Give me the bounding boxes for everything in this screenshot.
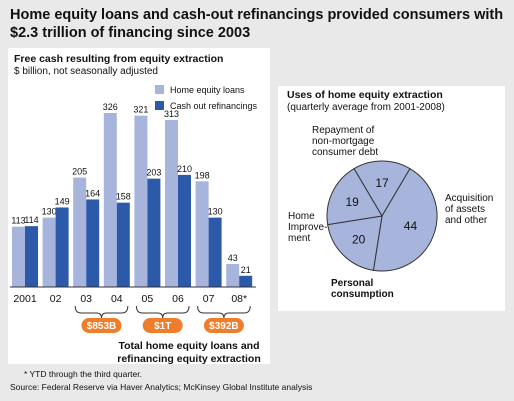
bar-value-label: 43 bbox=[228, 253, 238, 263]
bar-value-label: 113 bbox=[11, 216, 25, 226]
source-note: Source: Federal Reserve via Haver Analyt… bbox=[10, 382, 313, 392]
pie-category-label: Improve- bbox=[288, 222, 327, 233]
bar-home-equity-2 bbox=[73, 177, 87, 287]
bar-cash-out-3 bbox=[116, 202, 130, 287]
x-tick-label: 03 bbox=[80, 293, 92, 305]
total-badge-label: $1T bbox=[154, 321, 171, 332]
pie-chart-title: Uses of home equity extraction bbox=[287, 89, 443, 101]
bar-value-label: 313 bbox=[164, 109, 179, 119]
bar-value-label: 158 bbox=[116, 192, 131, 202]
bar-home-equity-4 bbox=[134, 115, 148, 288]
pie-category-label: consumption bbox=[331, 289, 394, 300]
bar-chart-subtitle: Free cash resulting from equity extracti… bbox=[14, 53, 224, 65]
pie-chart-subtitle: (quarterly average from 2001-2008) bbox=[287, 102, 445, 113]
x-tick-label: 07 bbox=[203, 293, 215, 305]
bar-value-label: 205 bbox=[72, 167, 87, 177]
legend-swatch bbox=[155, 85, 164, 94]
pie-value-label: 19 bbox=[345, 195, 359, 209]
bar-value-label: 130 bbox=[42, 207, 57, 217]
x-tick-label: 05 bbox=[142, 293, 154, 305]
legend-label: Home equity loans bbox=[170, 85, 245, 95]
bar-cash-out-6 bbox=[208, 217, 222, 287]
bar-value-label: 198 bbox=[195, 170, 210, 180]
pie-value-label: 20 bbox=[352, 232, 366, 246]
total-badge bbox=[203, 318, 244, 333]
total-bracket bbox=[74, 305, 129, 319]
bar-value-label: 164 bbox=[85, 188, 100, 198]
x-tick-label: 2001 bbox=[13, 293, 37, 305]
bar-home-equity-6 bbox=[195, 181, 209, 287]
totals-caption: Total home equity loans and bbox=[119, 340, 260, 352]
bar-value-label: 21 bbox=[241, 265, 251, 275]
total-badge-label: $392B bbox=[209, 321, 238, 332]
bar-cash-out-4 bbox=[147, 178, 161, 287]
pie-slice bbox=[353, 160, 411, 217]
total-badge bbox=[81, 318, 122, 333]
bar-cash-out-2 bbox=[86, 199, 100, 287]
x-tick-label: 08* bbox=[231, 293, 247, 305]
bar-chart-unit-note: $ billion, not seasonally adjusted bbox=[14, 66, 158, 77]
total-badge bbox=[142, 318, 183, 333]
bar-value-label: 203 bbox=[146, 168, 161, 178]
pie-category-label: Personal bbox=[331, 278, 373, 289]
total-bracket bbox=[197, 305, 251, 319]
bar-value-label: 321 bbox=[133, 105, 148, 115]
pie-category-label: Acquisition bbox=[445, 193, 493, 204]
bar-home-equity-0 bbox=[12, 226, 25, 287]
total-bracket bbox=[135, 305, 190, 319]
pie-value-label: 17 bbox=[375, 176, 389, 190]
pie-category-label: consumer debt bbox=[312, 147, 378, 158]
bar-home-equity-1 bbox=[42, 217, 56, 287]
bar-home-equity-3 bbox=[103, 113, 117, 287]
x-tick-label: 04 bbox=[111, 293, 123, 305]
pie-category-label: and other bbox=[445, 215, 488, 226]
bar-home-equity-5 bbox=[165, 119, 178, 287]
pie-category-label: Home bbox=[288, 211, 315, 222]
bar-cash-out-0 bbox=[25, 226, 38, 287]
bar-cash-out-5 bbox=[178, 174, 191, 287]
pie-category-label: of assets bbox=[445, 204, 485, 215]
legend-label: Cash out refinancings bbox=[170, 101, 258, 111]
bar-home-equity-7 bbox=[226, 264, 240, 287]
bar-cash-out-7 bbox=[239, 275, 253, 287]
legend-swatch bbox=[155, 101, 164, 110]
x-tick-label: 06 bbox=[172, 293, 184, 305]
x-tick-label: 02 bbox=[50, 293, 62, 305]
total-badge-label: $853B bbox=[87, 321, 116, 332]
bar-value-label: 114 bbox=[24, 215, 38, 225]
pie-slice bbox=[327, 215, 383, 271]
bar-value-label: 210 bbox=[177, 164, 192, 174]
totals-caption: refinancing equity extraction bbox=[117, 353, 261, 365]
page-title: Home equity loans and cash-out refinanci… bbox=[10, 7, 504, 41]
footnote: * YTD through the third quarter. bbox=[24, 369, 142, 379]
pie-category-label: non-mortgage bbox=[312, 136, 375, 147]
bar-cash-out-1 bbox=[55, 207, 69, 287]
pie-slice bbox=[326, 167, 383, 226]
pie-category-label: Repayment of bbox=[312, 125, 374, 136]
pie-slice bbox=[372, 167, 438, 272]
bar-value-label: 326 bbox=[103, 102, 118, 112]
pie-category-label: ment bbox=[288, 233, 310, 244]
bar-value-label: 149 bbox=[55, 196, 70, 206]
bar-value-label: 130 bbox=[208, 207, 223, 217]
pie-value-label: 44 bbox=[404, 219, 418, 233]
